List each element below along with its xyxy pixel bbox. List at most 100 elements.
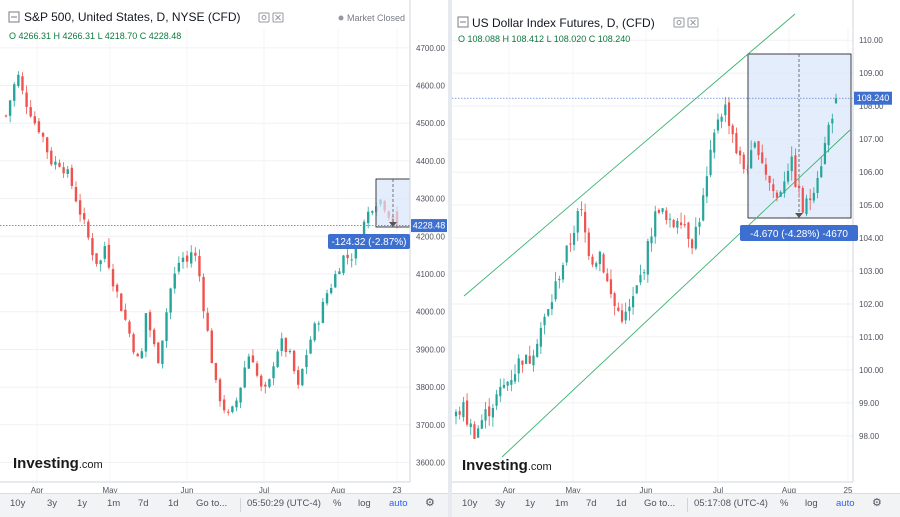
spx-log-toggle[interactable]: log [358,498,371,509]
l-candle-body [120,293,123,312]
l-candle-body [107,244,111,268]
panel-divider [448,0,452,517]
l-candle-body [366,211,370,224]
spx-percent-toggle[interactable]: % [333,498,342,509]
r-candle-body [477,428,480,438]
spx-range-10y[interactable]: 10y [10,498,26,509]
r-candle-body [569,243,572,245]
dxy-chart-panel[interactable]: 98.00 99.00 100.00 101.00 102.00 103.00 104.00… [452,0,900,517]
dxy-gear-icon[interactable]: ⚙ [872,497,882,509]
dxy-measure-arrowhead [795,213,803,218]
r-candle-body [757,141,760,156]
r-y-tick-label: 104.00 [859,234,884,243]
r-candle-body [783,181,786,194]
r-candle-body [558,278,561,281]
l-y-tick-label: 3800.00 [416,383,445,392]
r-candle-body [617,307,620,312]
r-candle-body [521,360,524,365]
l-candle-body [255,363,259,376]
dxy-chart-svg[interactable]: 98.00 99.00 100.00 101.00 102.00 103.00 104.00… [452,0,900,494]
r-candle-body [672,219,675,228]
r-candle-body [827,124,830,146]
r-candle-body [536,343,539,357]
spx-clock: 05:50:29 (UTC-4) [247,498,321,509]
spx-range-3y[interactable]: 3y [47,498,58,509]
dxy-range-7d[interactable]: 7d [586,498,597,509]
r-candle-body [465,400,469,425]
l-candle-body [25,92,28,107]
dxy-range-1m[interactable]: 1m [555,498,569,509]
spx-chart-svg[interactable]: 3600.00 3700.00 3800.00 3900.00 4000.00 4100.… [0,0,448,494]
l-candle-body [33,116,37,124]
r-candle-body [713,132,716,153]
spx-range-1m[interactable]: 1m [107,498,121,509]
spx-collapse-icon[interactable] [8,11,20,23]
dxy-percent-toggle[interactable]: % [780,498,789,509]
spx-close-icon[interactable] [272,12,284,23]
l-candle-body [350,259,353,261]
dxy-range-1d[interactable]: 1d [616,498,627,509]
l-candle-body [66,169,69,174]
l-x-tick-label: May [102,486,117,494]
r-candle-body [473,424,476,440]
r-candle-body [547,309,550,316]
r-candle-body [495,394,498,406]
l-y-tick-label: 4500.00 [416,119,445,128]
dxy-range-3y[interactable]: 3y [495,498,506,509]
r-candle-body [794,155,797,187]
l-candle-body [29,107,32,117]
r-candle-body [609,279,613,295]
l-candle-body [218,379,222,402]
dxy-auto-toggle[interactable]: auto [836,498,855,509]
l-candle-body [99,260,102,265]
dxy-close-icon[interactable] [687,17,699,28]
r-candle-body [506,381,509,386]
dxy-range-1y[interactable]: 1y [525,498,536,509]
r-candle-body [694,226,697,249]
r-candle-body [646,241,649,275]
spx-range-7d[interactable]: 7d [138,498,149,509]
l-candle-body [169,288,172,313]
spx-investing-logo: Investing.com [13,455,103,472]
spx-range-1d[interactable]: 1d [168,498,179,509]
r-candle-body [702,195,705,221]
dxy-last-price-text: 108.240 [857,93,890,103]
l-candle-body [210,330,213,364]
spx-gear-icon[interactable]: ⚙ [425,497,435,509]
l-candle-body [128,321,131,334]
r-candle-body [676,220,679,228]
dxy-settings-icon[interactable] [673,17,685,28]
l-candle-body [301,368,304,386]
r-candle-body [532,355,535,366]
r-candle-body [687,222,690,239]
l-candle-body [198,255,201,277]
spx-auto-toggle[interactable]: auto [389,498,408,509]
spx-goto-button[interactable]: Go to... [196,498,228,509]
dxy-collapse-icon[interactable] [457,16,469,28]
r-candle-body [587,232,590,256]
l-candle-body [334,274,337,288]
r-candle-body [595,263,598,267]
r-candle-body [816,177,819,193]
dxy-channel-upper [463,13,796,297]
r-candle-body [635,285,638,294]
dxy-log-toggle[interactable]: log [805,498,818,509]
r-candle-body [665,210,668,221]
r-candle-body [462,402,465,418]
l-candle-body [17,74,20,86]
spx-settings-icon[interactable] [258,12,270,23]
spx-range-1y[interactable]: 1y [77,498,88,509]
spx-chart-panel[interactable]: 3600.00 3700.00 3800.00 3900.00 4000.00 4100.… [0,0,448,517]
dxy-range-10y[interactable]: 10y [462,498,478,509]
r-candle-body [454,411,458,417]
r-y-tick-label: 110.00 [859,36,883,45]
l-x-tick-label: 23 [393,486,402,494]
r-candle-body [484,409,487,421]
l-candle-body [264,384,267,387]
l-candle-body [136,353,139,357]
r-y-tick-label: 109.00 [859,69,884,78]
r-x-tick-label: Jun [640,486,653,494]
spx-measure-arrowhead [389,222,397,227]
l-candle-body [157,342,160,364]
dxy-goto-button[interactable]: Go to... [644,498,676,509]
